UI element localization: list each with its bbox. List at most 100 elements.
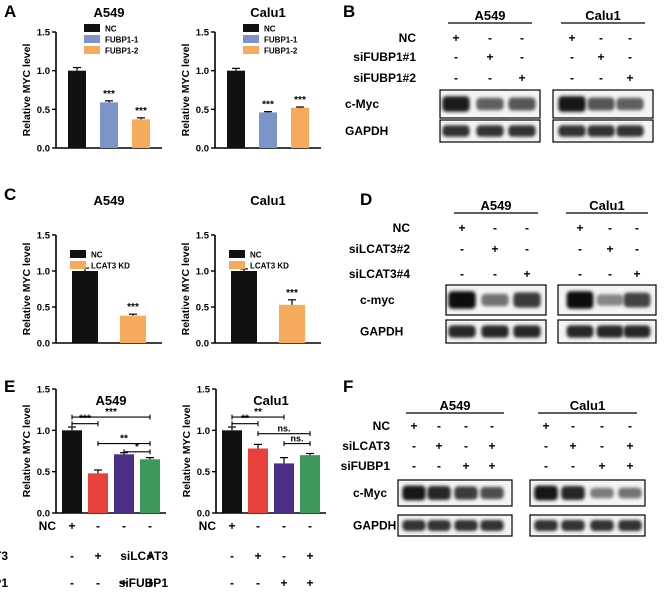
significance-label: ***	[286, 288, 298, 299]
protein-band	[561, 520, 585, 531]
protein-band	[596, 325, 624, 338]
condition-label: siFUBP1	[119, 576, 169, 590]
protein-band	[402, 520, 426, 531]
y-tick-label: 1.0	[37, 426, 50, 437]
condition-sign: -	[490, 419, 494, 433]
condition-label: NC	[393, 221, 411, 235]
legend-label: FUBP1-1	[105, 36, 139, 45]
legend-label: NC	[264, 25, 276, 34]
condition-sign: +	[576, 221, 583, 235]
bar	[62, 430, 82, 513]
protein-band	[587, 97, 615, 111]
cell-line-label: A549	[480, 198, 511, 213]
y-tick-label: 0.5	[37, 467, 51, 478]
condition-label: siLCAT3#2	[349, 242, 410, 256]
protein-band	[566, 325, 594, 338]
legend-label: NC	[105, 25, 117, 34]
condition-sign: -	[600, 439, 604, 453]
condition-sign: +	[462, 459, 469, 473]
condition-sign: -	[600, 419, 604, 433]
bar	[231, 271, 257, 343]
condition-sign: -	[460, 242, 464, 256]
chart-title: A549	[93, 193, 124, 208]
protein-band	[566, 291, 594, 309]
condition-sign: -	[437, 419, 441, 433]
bar	[72, 271, 98, 343]
condition-sign: +	[633, 267, 640, 281]
y-tick-label: 0.0	[37, 509, 50, 520]
condition-sign: +	[146, 549, 153, 563]
y-axis-label: Relative MYC level	[21, 44, 33, 137]
condition-sign: -	[599, 31, 603, 45]
condition-sign: +	[491, 242, 498, 256]
western-blot-d: A549 Calu1 NC + - - + - - siLCAT3#2 - + - - + - siLCAT3#…	[349, 198, 657, 344]
condition-sign: +	[254, 549, 261, 563]
legend-swatch	[84, 35, 100, 43]
bar	[120, 315, 146, 343]
condition-sign: -	[628, 50, 632, 64]
y-tick-label: 0.0	[196, 339, 209, 350]
condition-sign: -	[628, 31, 632, 45]
bracket-label: ns.	[290, 434, 303, 444]
condition-sign: -	[464, 419, 468, 433]
protein-band	[454, 486, 478, 500]
protein-band	[618, 520, 642, 531]
protein-band	[427, 486, 451, 500]
condition-sign: +	[626, 439, 633, 453]
y-tick-label: 1.5	[197, 385, 211, 396]
condition-sign: -	[570, 71, 574, 85]
condition-sign: +	[68, 519, 75, 533]
condition-sign: +	[488, 459, 495, 473]
condition-sign: -	[122, 519, 126, 533]
bar	[300, 455, 320, 513]
y-tick-label: 1.5	[37, 231, 51, 242]
condition-sign: -	[96, 519, 100, 533]
y-tick-label: 0.5	[37, 303, 51, 314]
condition-sign: -	[282, 519, 286, 533]
protein-band	[454, 520, 478, 531]
bar-chart-a-a549: A549 0.0 0.5 1.0 1.5 Relative MYC level *** ***…	[21, 5, 162, 155]
y-tick-label: 1.0	[37, 66, 50, 77]
protein-band	[480, 486, 504, 500]
condition-sign: +	[458, 221, 465, 235]
legend-swatch	[229, 250, 245, 258]
condition-sign: -	[488, 71, 492, 85]
condition-sign: -	[570, 50, 574, 64]
condition-sign: -	[460, 267, 464, 281]
legend-label: LCAT3 KD	[250, 262, 289, 271]
condition-label: siFUBP1	[341, 459, 391, 473]
legend-swatch	[243, 35, 259, 43]
condition-sign: -	[635, 221, 639, 235]
legend-label: NC	[91, 251, 103, 260]
condition-sign: -	[520, 50, 524, 64]
condition-sign: -	[608, 221, 612, 235]
condition-sign: -	[412, 459, 416, 473]
condition-sign: -	[148, 519, 152, 533]
bracket-label: ns.	[277, 424, 290, 434]
protein-band	[513, 325, 541, 338]
protein-label: GAPDH	[345, 124, 388, 138]
legend-swatch	[84, 24, 100, 32]
condition-sign: +	[146, 576, 153, 590]
bracket-label: ***	[105, 407, 117, 418]
y-tick-label: 0.5	[37, 105, 51, 116]
significance-label: ***	[262, 100, 274, 111]
condition-sign: -	[488, 31, 492, 45]
condition-sign: +	[569, 439, 576, 453]
legend-swatch	[229, 261, 245, 269]
condition-label: siLCAT3	[120, 549, 168, 563]
y-tick-label: 1.0	[196, 267, 209, 278]
protein-band	[513, 292, 541, 308]
condition-sign: -	[454, 50, 458, 64]
protein-band	[480, 520, 504, 531]
bar	[248, 448, 268, 513]
condition-sign: -	[608, 267, 612, 281]
condition-sign: -	[571, 419, 575, 433]
condition-sign: -	[454, 71, 458, 85]
bar	[259, 112, 277, 148]
condition-sign: -	[96, 576, 100, 590]
chart-title: A549	[93, 5, 124, 20]
condition-sign: -	[308, 519, 312, 533]
